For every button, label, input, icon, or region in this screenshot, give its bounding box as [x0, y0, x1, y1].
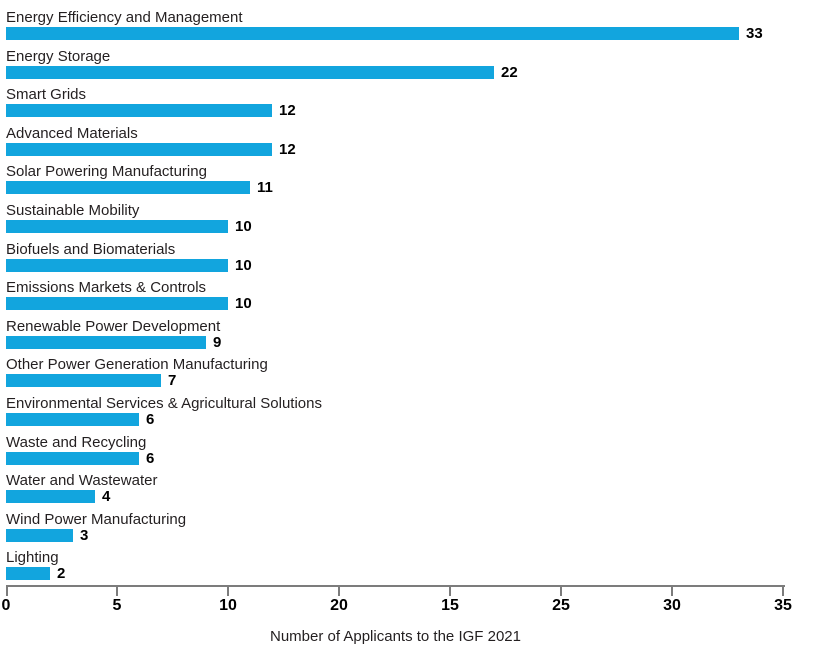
- x-axis-tick-label: 5: [112, 597, 122, 614]
- value-label: 3: [80, 526, 89, 544]
- value-label: 2: [57, 565, 66, 583]
- category-label: Emissions Markets & Controls: [6, 279, 207, 297]
- x-axis-tick: [227, 587, 229, 596]
- bar-row: Energy Efficiency and Management 33: [6, 9, 825, 48]
- x-axis: 0 5 10 20 15 25 30 35: [2, 585, 792, 617]
- bar: [6, 567, 50, 581]
- bar-line: 10: [6, 256, 252, 274]
- x-axis-tick-label: 15: [441, 597, 459, 614]
- category-label: Renewable Power Development: [6, 317, 221, 335]
- bar: [6, 335, 206, 349]
- category-label: Lighting: [6, 549, 59, 567]
- x-axis-tick-label: 10: [219, 597, 237, 614]
- x-axis-tick-label: 25: [552, 597, 570, 614]
- bar: [6, 412, 139, 426]
- category-label: Environmental Services & Agricultural So…: [6, 394, 322, 412]
- value-label: 33: [746, 25, 763, 42]
- bar: [6, 528, 73, 542]
- category-label: Sustainable Mobility: [6, 201, 140, 219]
- x-axis-tick-label: 20: [330, 597, 348, 614]
- category-label: Biofuels and Biomaterials: [6, 240, 176, 258]
- category-label: Energy Efficiency and Management: [6, 9, 243, 26]
- value-label: 10: [235, 295, 252, 313]
- category-label: Other Power Generation Manufacturing: [6, 356, 268, 374]
- bar-line: 22: [6, 63, 518, 81]
- x-axis-tick: [338, 587, 340, 596]
- bar-line: 33: [6, 25, 763, 42]
- value-label: 6: [146, 449, 155, 467]
- value-label: 11: [257, 179, 273, 197]
- bar-row: Biofuels and Biomaterials 10: [6, 241, 825, 280]
- bar: [6, 490, 95, 504]
- bar: [6, 65, 494, 79]
- bar-row: Other Power Generation Manufacturing 7: [6, 356, 825, 395]
- x-axis-tick: [560, 587, 562, 596]
- bar-line: 7: [6, 372, 177, 390]
- bar: [6, 27, 739, 40]
- x-axis-tick: [782, 587, 784, 596]
- bar-row: Wind Power Manufacturing 3: [6, 511, 825, 550]
- bar-row: Waste and Recycling 6: [6, 434, 825, 473]
- bar: [6, 258, 228, 272]
- bar-line: 6: [6, 449, 155, 467]
- x-axis-tick-label: 0: [1, 597, 11, 614]
- bar-line: 4: [6, 488, 111, 506]
- bar-row: Lighting 2: [6, 549, 825, 588]
- category-label: Smart Grids: [6, 86, 87, 104]
- value-label: 4: [102, 488, 111, 506]
- bar-row: Energy Storage 22: [6, 48, 825, 87]
- x-axis-tick-label: 35: [774, 597, 792, 614]
- value-label: 9: [213, 333, 222, 351]
- value-label: 12: [279, 140, 296, 158]
- category-label: Energy Storage: [6, 47, 111, 65]
- bar-line: 12: [6, 102, 296, 120]
- bar: [6, 297, 228, 311]
- bar-row: Emissions Markets & Controls 10: [6, 279, 825, 318]
- value-label: 12: [279, 102, 296, 120]
- bar-line: 6: [6, 410, 155, 428]
- bar-line: 9: [6, 333, 222, 351]
- value-label: 10: [235, 256, 252, 274]
- x-axis-tick-label: 30: [663, 597, 681, 614]
- bar: [6, 219, 228, 233]
- category-label: Wind Power Manufacturing: [6, 510, 187, 528]
- value-label: 6: [146, 410, 155, 428]
- bar-line: 10: [6, 217, 252, 235]
- bar: [6, 142, 272, 156]
- value-label: 22: [501, 63, 518, 81]
- bar-row: Water and Wastewater 4: [6, 472, 825, 511]
- category-label: Advanced Materials: [6, 124, 138, 142]
- bar-line: 12: [6, 140, 296, 158]
- x-axis-tick: [671, 587, 673, 596]
- x-axis-title: Number of Applicants to the IGF 2021: [270, 628, 521, 645]
- bar: [6, 451, 139, 465]
- x-axis-tick: [6, 587, 8, 596]
- bar-line: 10: [6, 295, 252, 313]
- bar-line: 2: [6, 565, 66, 583]
- bar-row: Solar Powering Manufacturing 11: [6, 163, 825, 202]
- bar-row: Advanced Materials 12: [6, 125, 825, 164]
- value-label: 10: [235, 217, 252, 235]
- x-axis-line: [6, 585, 785, 587]
- bar-rows: Energy Efficiency and Management 33 Ener…: [6, 9, 825, 588]
- bar-row: Smart Grids 12: [6, 86, 825, 125]
- bar: [6, 104, 272, 118]
- category-label: Waste and Recycling: [6, 433, 147, 451]
- bar-line: 11: [6, 179, 273, 197]
- bar-row: Environmental Services & Agricultural So…: [6, 395, 825, 434]
- bar: [6, 181, 250, 195]
- x-axis-tick: [449, 587, 451, 596]
- bar-row: Sustainable Mobility 10: [6, 202, 825, 241]
- bar: [6, 374, 161, 388]
- x-axis-tick: [116, 587, 118, 596]
- bar-row: Renewable Power Development 9: [6, 318, 825, 357]
- bar-line: 3: [6, 526, 89, 544]
- category-label: Solar Powering Manufacturing: [6, 163, 207, 181]
- category-label: Water and Wastewater: [6, 472, 158, 490]
- value-label: 7: [168, 372, 177, 390]
